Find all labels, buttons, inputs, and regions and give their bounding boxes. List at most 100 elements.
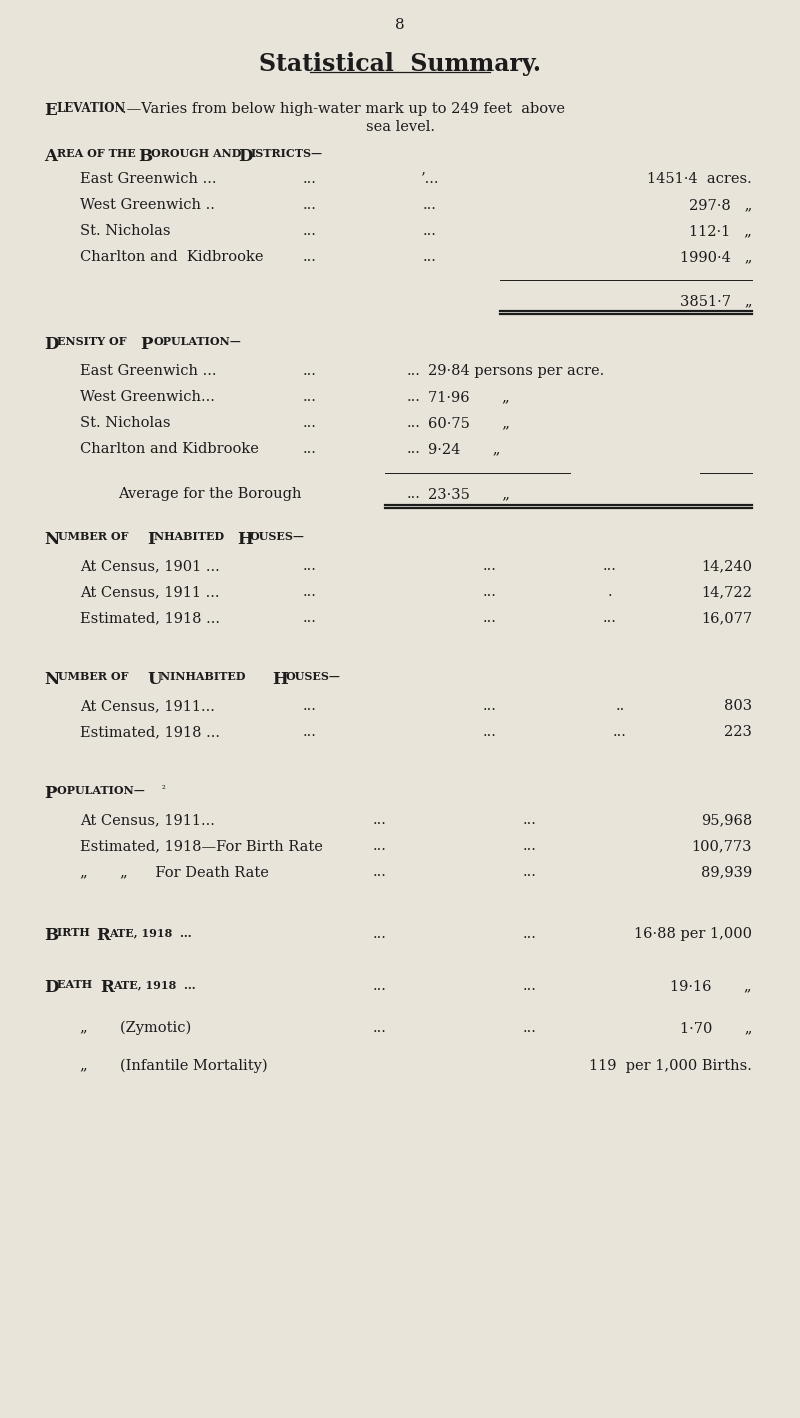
- Text: ...: ...: [373, 839, 387, 854]
- Text: ATE, 1918  ...: ATE, 1918 ...: [109, 927, 192, 937]
- Text: 23·35       „: 23·35 „: [428, 486, 510, 501]
- Text: ...: ...: [483, 559, 497, 573]
- Text: ...: ...: [483, 586, 497, 598]
- Text: ...: ...: [406, 442, 420, 457]
- Text: OUSES—: OUSES—: [250, 530, 305, 542]
- Text: ...: ...: [523, 839, 537, 854]
- Text: ...: ...: [373, 1021, 387, 1035]
- Text: ...: ...: [303, 586, 317, 598]
- Text: 16,077: 16,077: [701, 611, 752, 625]
- Text: 60·75       „: 60·75 „: [428, 415, 510, 430]
- Text: ...: ...: [406, 364, 420, 379]
- Text: ...: ...: [483, 725, 497, 739]
- Text: IRTH: IRTH: [57, 927, 94, 937]
- Text: Statistical  Summary.: Statistical Summary.: [259, 52, 541, 77]
- Text: R: R: [96, 927, 110, 944]
- Text: 95,968: 95,968: [701, 813, 752, 827]
- Text: .—Varies from below high-water mark up to 249 feet  above: .—Varies from below high-water mark up t…: [122, 102, 565, 116]
- Text: ...: ...: [303, 172, 317, 186]
- Text: ...: ...: [523, 978, 537, 993]
- Text: ...: ...: [523, 865, 537, 879]
- Text: H: H: [237, 530, 253, 547]
- Text: OPULATION—: OPULATION—: [57, 786, 149, 795]
- Text: 9·24       „: 9·24 „: [428, 442, 500, 457]
- Text: 19·16       „: 19·16 „: [670, 978, 752, 993]
- Text: „       (Infantile Mortality): „ (Infantile Mortality): [80, 1059, 268, 1073]
- Text: ...: ...: [303, 611, 317, 625]
- Text: ATE, 1918  ...: ATE, 1918 ...: [113, 978, 196, 990]
- Text: P: P: [44, 786, 56, 803]
- Text: H: H: [272, 671, 288, 688]
- Text: Estimated, 1918 ...: Estimated, 1918 ...: [80, 611, 220, 625]
- Text: 119  per 1,000 Births.: 119 per 1,000 Births.: [589, 1059, 752, 1073]
- Text: ...: ...: [303, 250, 317, 264]
- Text: N: N: [44, 671, 59, 688]
- Text: 1990·4   „: 1990·4 „: [680, 250, 752, 264]
- Text: At Census, 1901 ...: At Census, 1901 ...: [80, 559, 220, 573]
- Text: OUSES—: OUSES—: [285, 671, 340, 682]
- Text: ...: ...: [523, 813, 537, 827]
- Text: 100,773: 100,773: [691, 839, 752, 854]
- Text: ’...: ’...: [421, 172, 439, 186]
- Text: B: B: [138, 147, 152, 164]
- Text: .: .: [608, 586, 612, 598]
- Text: St. Nicholas: St. Nicholas: [80, 224, 170, 238]
- Text: ...: ...: [523, 927, 537, 942]
- Text: ..: ..: [615, 699, 625, 713]
- Text: At Census, 1911 ...: At Census, 1911 ...: [80, 586, 219, 598]
- Text: ...: ...: [483, 611, 497, 625]
- Text: 1451·4  acres.: 1451·4 acres.: [647, 172, 752, 186]
- Text: ...: ...: [303, 415, 317, 430]
- Text: ...: ...: [423, 199, 437, 213]
- Text: D: D: [44, 978, 58, 995]
- Text: West Greenwich...: West Greenwich...: [80, 390, 215, 404]
- Text: 3851·7   „: 3851·7 „: [679, 294, 752, 308]
- Text: ...: ...: [303, 364, 317, 379]
- Text: U: U: [147, 671, 162, 688]
- Text: 29·84 persons per acre.: 29·84 persons per acre.: [428, 364, 604, 379]
- Text: 8: 8: [395, 18, 405, 33]
- Text: ...: ...: [303, 224, 317, 238]
- Text: B: B: [44, 927, 58, 944]
- Text: East Greenwich ...: East Greenwich ...: [80, 172, 217, 186]
- Text: sea level.: sea level.: [366, 121, 434, 133]
- Text: ...: ...: [406, 415, 420, 430]
- Text: ...: ...: [406, 390, 420, 404]
- Text: Charlton and Kidbrooke: Charlton and Kidbrooke: [80, 442, 259, 457]
- Text: ...: ...: [373, 813, 387, 827]
- Text: N: N: [44, 530, 59, 547]
- Text: REA OF THE: REA OF THE: [57, 147, 140, 159]
- Text: EATH: EATH: [57, 978, 96, 990]
- Text: ...: ...: [373, 865, 387, 879]
- Text: NINHABITED: NINHABITED: [160, 671, 250, 682]
- Text: 71·96       „: 71·96 „: [428, 390, 510, 404]
- Text: At Census, 1911...: At Census, 1911...: [80, 813, 215, 827]
- Text: ...: ...: [523, 1021, 537, 1035]
- Text: UMBER OF: UMBER OF: [58, 671, 132, 682]
- Text: ...: ...: [303, 559, 317, 573]
- Text: A: A: [44, 147, 57, 164]
- Text: ...: ...: [423, 224, 437, 238]
- Text: East Greenwich ...: East Greenwich ...: [80, 364, 217, 379]
- Text: ...: ...: [603, 611, 617, 625]
- Text: 16·88 per 1,000: 16·88 per 1,000: [634, 927, 752, 942]
- Text: E: E: [44, 102, 57, 119]
- Text: P: P: [140, 336, 152, 353]
- Text: UMBER OF: UMBER OF: [58, 530, 132, 542]
- Text: West Greenwich ..: West Greenwich ..: [80, 199, 215, 213]
- Text: ...: ...: [373, 927, 387, 942]
- Text: OPULATION—: OPULATION—: [153, 336, 241, 347]
- Text: OROUGH AND: OROUGH AND: [151, 147, 246, 159]
- Text: 803: 803: [724, 699, 752, 713]
- Text: ...: ...: [303, 442, 317, 457]
- Text: Estimated, 1918—For Birth Rate: Estimated, 1918—For Birth Rate: [80, 839, 323, 854]
- Text: ...: ...: [303, 725, 317, 739]
- Text: ISTRICTS—: ISTRICTS—: [251, 147, 323, 159]
- Text: 14,240: 14,240: [701, 559, 752, 573]
- Text: ...: ...: [406, 486, 420, 501]
- Text: „       (Zymotic): „ (Zymotic): [80, 1021, 191, 1035]
- Text: ...: ...: [373, 978, 387, 993]
- Text: ...: ...: [613, 725, 627, 739]
- Text: ...: ...: [303, 390, 317, 404]
- Text: NHABITED: NHABITED: [154, 530, 228, 542]
